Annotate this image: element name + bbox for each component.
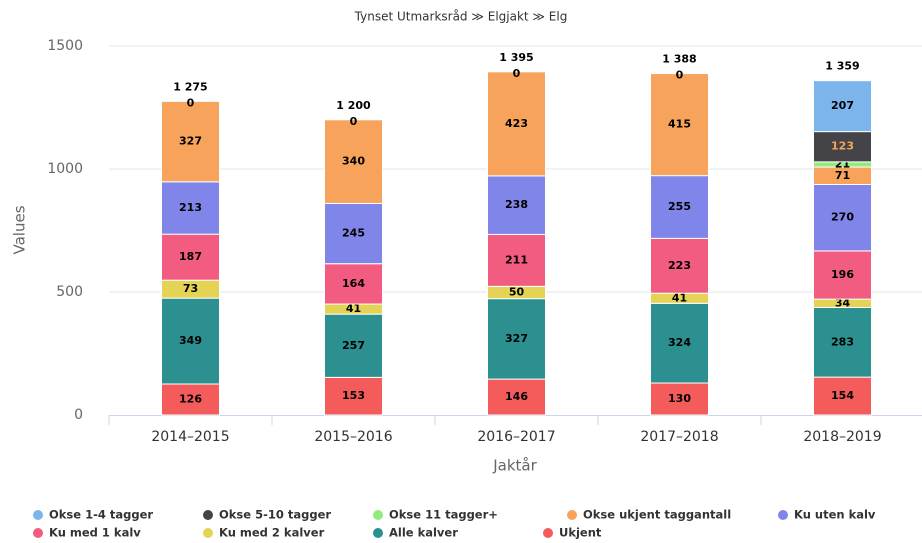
total-label: 1 388 [662, 53, 696, 66]
legend-marker [33, 510, 43, 520]
data-label: 0 [513, 67, 521, 80]
legend-label: Ukjent [559, 526, 602, 540]
bar-segment [813, 131, 872, 163]
legend-marker [778, 510, 788, 520]
total-label: 1 275 [173, 80, 207, 93]
bar-segment [324, 119, 383, 204]
data-label: 340 [342, 155, 365, 168]
data-label: 327 [505, 332, 528, 345]
x-axis-label: Jaktår [492, 457, 537, 475]
data-label: 0 [676, 69, 684, 82]
data-label: 211 [505, 253, 528, 266]
data-label: 245 [342, 227, 365, 240]
legend-label: Okse 1-4 tagger [49, 508, 153, 522]
bar-segment [813, 250, 872, 300]
data-label: 270 [831, 211, 854, 224]
data-label: 153 [342, 389, 365, 402]
bar-segment [650, 237, 709, 294]
bar-segment [813, 306, 872, 378]
data-label: 238 [505, 198, 528, 211]
legend-marker [33, 528, 43, 538]
bar-segment [650, 175, 709, 239]
data-label: 207 [831, 99, 854, 112]
legend-marker [203, 510, 213, 520]
y-tick-label: 1500 [47, 38, 83, 54]
data-label: 213 [179, 201, 202, 214]
data-label: 126 [179, 393, 202, 406]
bar-segment [161, 100, 220, 183]
bar-segment [650, 382, 709, 416]
data-label: 324 [668, 336, 691, 349]
legend-marker [203, 528, 213, 538]
legend-label: Ku med 1 kalv [49, 526, 141, 540]
data-label: 283 [831, 335, 854, 348]
data-label: 255 [668, 200, 691, 213]
bar-segment [487, 71, 546, 177]
bar-segment [487, 233, 546, 287]
data-label: 123 [831, 140, 854, 153]
chart-title: Tynset Utmarksråd ≫ Elgjakt ≫ Elg [354, 10, 568, 24]
x-tick-label: 2014–2015 [151, 429, 229, 445]
bar-segment [487, 175, 546, 235]
bar-segment [324, 313, 383, 378]
bar-segment [813, 80, 872, 133]
data-label: 130 [668, 392, 691, 405]
bar-segment [650, 73, 709, 177]
bar-segment [487, 378, 546, 416]
total-label: 1 359 [825, 60, 859, 73]
data-label: 41 [672, 291, 687, 304]
legend-marker [373, 528, 383, 538]
legend-label: Ku med 2 kalver [219, 526, 325, 540]
bar-segment [324, 376, 383, 416]
data-label: 196 [831, 268, 854, 281]
y-axis-label: Values [11, 205, 29, 254]
y-tick-label: 1000 [47, 161, 83, 177]
data-label: 349 [179, 334, 202, 347]
x-tick-label: 2016–2017 [477, 429, 555, 445]
legend-marker [567, 510, 577, 520]
data-label: 0 [187, 96, 195, 109]
data-label: 423 [505, 117, 528, 130]
data-label: 415 [668, 118, 691, 131]
y-tick-label: 500 [56, 284, 83, 300]
data-label: 327 [179, 135, 202, 148]
legend-marker [373, 510, 383, 520]
data-label: 0 [350, 115, 358, 128]
bar-segment [161, 297, 220, 385]
y-tick-label: 0 [74, 407, 83, 423]
total-label: 1 395 [499, 51, 533, 64]
legend-label: Okse ukjent taggantall [583, 508, 731, 522]
data-label: 154 [831, 389, 854, 402]
data-label: 41 [346, 302, 361, 315]
legend-label: Okse 11 tagger+ [389, 508, 498, 522]
data-label: 223 [668, 259, 691, 272]
data-label: 164 [342, 277, 365, 290]
data-label: 257 [342, 339, 365, 352]
data-label: 71 [835, 169, 850, 182]
x-tick-label: 2017–2018 [640, 429, 718, 445]
bar-segment [813, 376, 872, 416]
legend-label: Ku uten kalv [794, 508, 876, 522]
bar-segment [813, 183, 872, 252]
bar-segment [487, 298, 546, 380]
x-tick-label: 2018–2019 [803, 429, 881, 445]
legend-marker [543, 528, 553, 538]
legend-label: Alle kalver [389, 526, 458, 540]
bar-segment [324, 202, 383, 265]
bar-segment [650, 302, 709, 384]
data-label: 146 [505, 390, 528, 403]
data-label: 50 [509, 285, 525, 298]
data-label: 73 [183, 282, 198, 295]
total-label: 1 200 [336, 99, 371, 112]
legend-label: Okse 5-10 tagger [219, 508, 331, 522]
x-tick-label: 2015–2016 [314, 429, 392, 445]
data-label: 187 [179, 250, 202, 263]
